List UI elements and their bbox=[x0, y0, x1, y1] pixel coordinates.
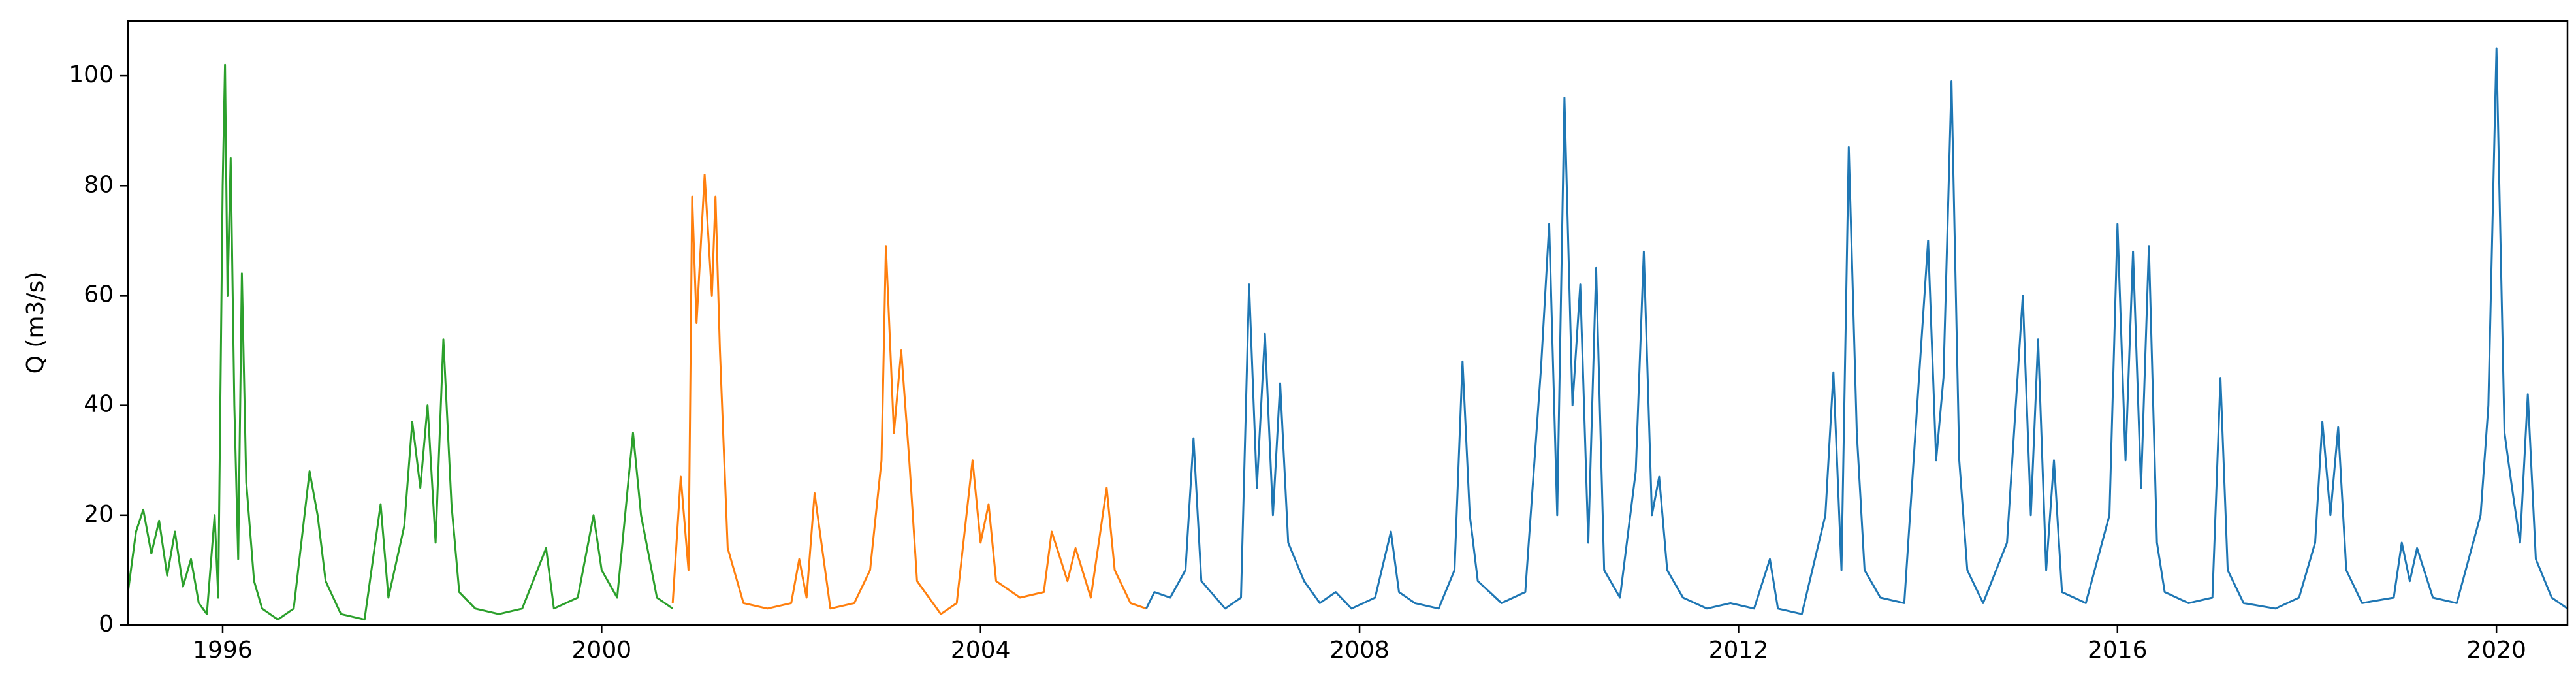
series-line-1 bbox=[671, 174, 1147, 615]
y-axis: 0 20 40 60 80 100 bbox=[69, 61, 128, 637]
x-tick-label: 2012 bbox=[1709, 637, 1769, 664]
x-tick-label: 1996 bbox=[193, 637, 253, 664]
series-line-0 bbox=[127, 63, 674, 621]
x-tick-label: 2016 bbox=[2088, 637, 2148, 664]
y-tick-label: 100 bbox=[69, 61, 114, 88]
x-tick-label: 2020 bbox=[2466, 637, 2526, 664]
y-tick-label: 20 bbox=[84, 501, 114, 528]
y-axis-label: Q (m3/s) bbox=[22, 272, 49, 374]
y-tick-label: 0 bbox=[99, 611, 114, 637]
y-tick-label: 60 bbox=[84, 281, 114, 308]
plot-frame bbox=[127, 20, 2569, 626]
x-tick-label: 2008 bbox=[1329, 637, 1390, 664]
series-layer bbox=[127, 47, 2568, 621]
y-tick-label: 40 bbox=[84, 391, 114, 418]
y-tick-label: 80 bbox=[84, 171, 114, 198]
x-tick-label: 2000 bbox=[572, 637, 632, 664]
x-axis: 1996 2000 2004 2008 2012 2016 2020 bbox=[193, 625, 2526, 664]
series-line-2 bbox=[1145, 47, 2568, 615]
x-tick-label: 2004 bbox=[951, 637, 1011, 664]
